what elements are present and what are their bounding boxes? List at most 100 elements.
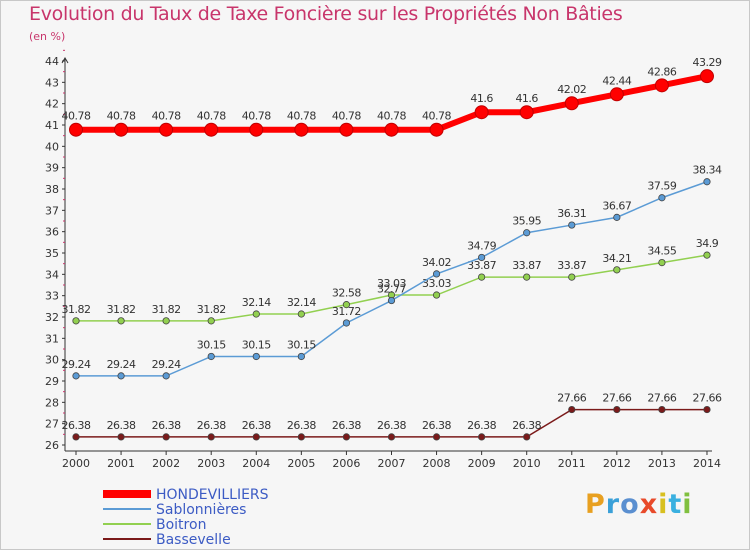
y-tick-label: 36 bbox=[45, 226, 59, 239]
data-point[interactable] bbox=[297, 352, 305, 361]
data-point[interactable] bbox=[474, 105, 489, 120]
data-point[interactable] bbox=[429, 122, 444, 137]
data-point[interactable] bbox=[207, 433, 215, 441]
data-label: 33.87 bbox=[512, 259, 541, 272]
data-point[interactable] bbox=[609, 87, 624, 102]
data-point[interactable] bbox=[703, 178, 711, 186]
data-point[interactable] bbox=[703, 251, 711, 259]
data-point[interactable] bbox=[568, 221, 576, 229]
data-point[interactable] bbox=[69, 122, 83, 137]
data-point[interactable] bbox=[72, 317, 80, 325]
data-point[interactable] bbox=[568, 405, 576, 414]
data-point[interactable] bbox=[478, 433, 486, 441]
x-tick-label: 2009 bbox=[468, 457, 496, 470]
data-label: 40.78 bbox=[62, 110, 91, 123]
data-point[interactable] bbox=[252, 352, 260, 361]
data-point[interactable] bbox=[342, 433, 351, 441]
x-tick-label: 2003 bbox=[197, 457, 225, 470]
y-tick-label: 29 bbox=[45, 375, 59, 388]
data-point[interactable] bbox=[207, 352, 215, 361]
data-label: 26.38 bbox=[467, 419, 496, 432]
x-tick-label: 2011 bbox=[558, 457, 586, 470]
data-point[interactable] bbox=[117, 317, 125, 325]
data-point[interactable] bbox=[384, 122, 399, 137]
data-label: 31.82 bbox=[152, 303, 181, 316]
legend-swatch-boitron bbox=[103, 523, 151, 525]
data-label: 31.82 bbox=[197, 303, 226, 316]
data-point[interactable] bbox=[564, 96, 579, 111]
data-point[interactable] bbox=[162, 372, 170, 380]
data-point[interactable] bbox=[478, 273, 486, 281]
data-point[interactable] bbox=[342, 301, 351, 309]
data-label: 26.38 bbox=[332, 419, 361, 432]
data-point[interactable] bbox=[162, 317, 170, 325]
data-point[interactable] bbox=[432, 270, 441, 278]
data-point[interactable] bbox=[613, 266, 621, 274]
data-point[interactable] bbox=[432, 291, 441, 299]
x-tick-label: 2010 bbox=[513, 457, 541, 470]
data-label: 26.38 bbox=[107, 419, 136, 432]
data-label: 26.38 bbox=[422, 419, 451, 432]
logo-letter: P bbox=[585, 489, 606, 520]
data-label: 30.15 bbox=[242, 338, 271, 351]
data-label: 26.38 bbox=[377, 419, 406, 432]
data-point[interactable] bbox=[523, 433, 531, 441]
data-point[interactable] bbox=[207, 317, 215, 325]
data-label: 40.78 bbox=[332, 110, 361, 123]
data-point[interactable] bbox=[117, 433, 125, 441]
data-point[interactable] bbox=[114, 122, 129, 137]
data-point[interactable] bbox=[387, 296, 396, 305]
y-tick-label: 40 bbox=[45, 140, 59, 153]
data-label: 30.15 bbox=[287, 338, 316, 351]
data-label: 40.78 bbox=[287, 110, 316, 123]
data-label: 27.66 bbox=[602, 392, 631, 405]
data-point[interactable] bbox=[249, 122, 264, 137]
y-tick-label: 43 bbox=[45, 76, 59, 89]
data-point[interactable] bbox=[703, 405, 711, 414]
data-point[interactable] bbox=[568, 273, 576, 281]
data-label: 36.31 bbox=[557, 207, 586, 220]
logo-letter: o bbox=[620, 489, 640, 520]
data-point[interactable] bbox=[478, 253, 486, 262]
data-point[interactable] bbox=[72, 372, 80, 380]
data-point[interactable] bbox=[204, 122, 219, 137]
y-tick-label: 44 bbox=[45, 55, 59, 68]
data-point[interactable] bbox=[519, 105, 534, 120]
data-point[interactable] bbox=[658, 194, 666, 202]
data-label: 27.66 bbox=[692, 392, 721, 405]
data-point[interactable] bbox=[117, 372, 125, 380]
logo-letter: r bbox=[605, 489, 621, 520]
data-point[interactable] bbox=[72, 433, 80, 441]
legend-label-boitron: Boitron bbox=[156, 517, 206, 533]
data-point[interactable] bbox=[342, 319, 351, 327]
data-point[interactable] bbox=[658, 405, 666, 414]
data-point[interactable] bbox=[523, 229, 531, 237]
data-point[interactable] bbox=[294, 122, 309, 137]
x-tick-label: 2000 bbox=[62, 457, 90, 470]
data-label: 34.02 bbox=[422, 256, 451, 269]
data-label: 26.38 bbox=[242, 419, 271, 432]
data-point[interactable] bbox=[252, 433, 260, 441]
data-point[interactable] bbox=[432, 433, 441, 441]
y-tick-label: 30 bbox=[45, 354, 59, 367]
data-point[interactable] bbox=[523, 273, 531, 281]
data-point[interactable] bbox=[159, 122, 174, 137]
data-point[interactable] bbox=[339, 122, 354, 137]
data-point[interactable] bbox=[252, 310, 260, 318]
data-label: 32.14 bbox=[287, 296, 316, 309]
x-tick-label: 2007 bbox=[377, 457, 405, 470]
data-point[interactable] bbox=[613, 213, 621, 221]
data-point[interactable] bbox=[699, 69, 714, 84]
data-point[interactable] bbox=[297, 310, 305, 318]
data-point[interactable] bbox=[162, 433, 170, 441]
y-tick-label: 32 bbox=[45, 311, 59, 324]
data-point[interactable] bbox=[613, 405, 621, 414]
data-point[interactable] bbox=[654, 78, 669, 93]
data-label: 26.38 bbox=[287, 419, 316, 432]
data-point[interactable] bbox=[297, 433, 305, 441]
data-point[interactable] bbox=[658, 258, 666, 267]
data-point[interactable] bbox=[387, 433, 396, 441]
data-label: 40.78 bbox=[377, 110, 406, 123]
